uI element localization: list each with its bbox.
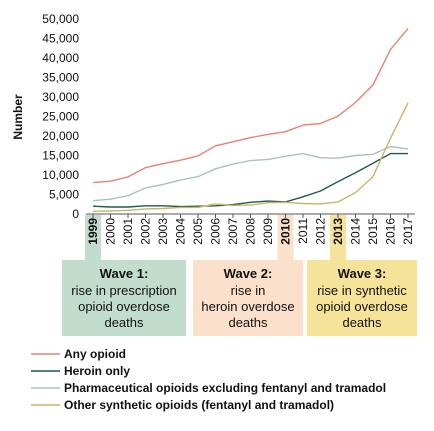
y-tick-label: 50,000 [42,12,79,26]
wave-text-3-3: deaths [342,315,382,330]
y-tick-label: 10,000 [42,168,79,182]
x-tick-label: 2000 [104,218,118,245]
x-tick-label: 2017 [401,218,415,245]
wave-text-2-3: deaths [228,315,268,330]
x-tick-label: 2006 [209,218,223,245]
series-line-3 [92,145,409,202]
x-tick-label: 1999 [86,218,100,245]
wave-title-1: Wave 1: [100,266,149,281]
legend-label-2: Heroin only [64,364,130,378]
wave-text-1-2: opioid overdose [78,299,170,314]
y-tick-label: 5,000 [49,188,79,202]
y-tick-label: 45,000 [42,32,79,46]
x-ticks: 1999 2000 2001 2002 2003 2004 2005 2006 2007 2008… [86,214,415,245]
y-tick-label: 25,000 [42,110,79,124]
y-ticks: 0 5,000 10,000 15,000 20,000 25,000 30,000 35,0… [42,12,79,221]
legend: Any opioid Heroin only Pharmaceutical opio… [31,347,386,412]
x-tick-label: 2011 [296,218,310,244]
wave-text-1-1: rise in prescription [71,283,177,298]
wave-text-2-2: heroin overdose [201,299,294,314]
y-tick-label: 40,000 [42,51,79,65]
x-tick-label: 2008 [244,218,258,245]
y-tick-label: 35,000 [42,71,79,85]
y-tick-label: 20,000 [42,129,79,143]
x-tick-label: 2003 [156,218,170,245]
x-tick-label: 2016 [384,218,398,245]
year-highlights [85,215,346,261]
wave-box-1 [62,260,186,336]
series-line-1 [92,27,409,184]
x-tick-label: 2007 [226,218,240,245]
wave-title-3: Wave 3: [338,266,387,281]
x-tick-label: 2010 [279,218,293,245]
x-tick-label: 2002 [139,218,153,245]
legend-label-4: Other synthetic opioids (fentanyl and tr… [64,398,334,412]
wave-text-1-3: deaths [104,315,144,330]
wave-text-3-2: opioid overdose [316,299,408,314]
x-tick-label: 2009 [261,218,275,245]
legend-label-3: Pharmaceutical opioids excluding fentany… [64,381,386,395]
x-tick-label: 2013 [331,218,345,245]
legend-label-1: Any opioid [64,347,126,361]
highlight-2013 [330,215,346,261]
wave-box-3 [307,260,417,336]
y-tick-label: 15,000 [42,149,79,163]
highlight-1999 [85,215,101,261]
wave-text-3-1: rise in synthetic [317,283,407,298]
x-tick-label: 2005 [191,218,205,245]
wave-title-2: Wave 2: [224,266,273,281]
y-tick-label: 30,000 [42,90,79,104]
series-line-2 [92,152,408,208]
wave-box-2 [193,260,303,336]
wave-text-2-1: rise in [231,283,266,298]
x-tick-label: 2004 [174,218,188,245]
x-tick-label: 2014 [349,218,363,245]
x-tick-label: 2001 [121,218,135,245]
x-tick-label: 2015 [366,218,380,245]
y-tick-label: 0 [72,207,79,221]
y-axis-label: Number [11,94,25,140]
series-line-4 [92,102,409,212]
highlight-2010 [277,215,294,261]
x-tick-label: 2012 [314,218,328,245]
series-lines [92,27,409,212]
